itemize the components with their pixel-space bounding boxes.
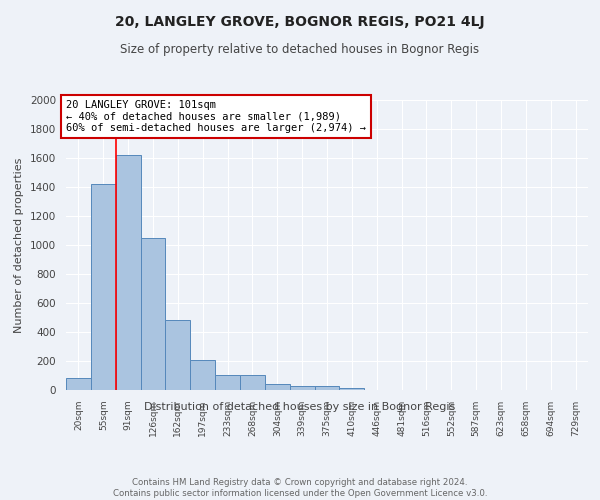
- Bar: [240, 375, 265, 390]
- Bar: [166, 320, 190, 390]
- Bar: [190, 360, 215, 390]
- Bar: [265, 384, 290, 390]
- Text: Size of property relative to detached houses in Bognor Regis: Size of property relative to detached ho…: [121, 42, 479, 56]
- Bar: [116, 155, 140, 390]
- Bar: [91, 184, 116, 390]
- Text: Distribution of detached houses by size in Bognor Regis: Distribution of detached houses by size …: [145, 402, 455, 412]
- Bar: [66, 378, 91, 390]
- Bar: [290, 386, 314, 390]
- Bar: [314, 386, 340, 390]
- Bar: [140, 238, 166, 390]
- Bar: [215, 375, 240, 390]
- Text: 20 LANGLEY GROVE: 101sqm
← 40% of detached houses are smaller (1,989)
60% of sem: 20 LANGLEY GROVE: 101sqm ← 40% of detach…: [66, 100, 366, 133]
- Bar: [340, 388, 364, 390]
- Text: Contains HM Land Registry data © Crown copyright and database right 2024.
Contai: Contains HM Land Registry data © Crown c…: [113, 478, 487, 498]
- Y-axis label: Number of detached properties: Number of detached properties: [14, 158, 25, 332]
- Text: 20, LANGLEY GROVE, BOGNOR REGIS, PO21 4LJ: 20, LANGLEY GROVE, BOGNOR REGIS, PO21 4L…: [115, 15, 485, 29]
